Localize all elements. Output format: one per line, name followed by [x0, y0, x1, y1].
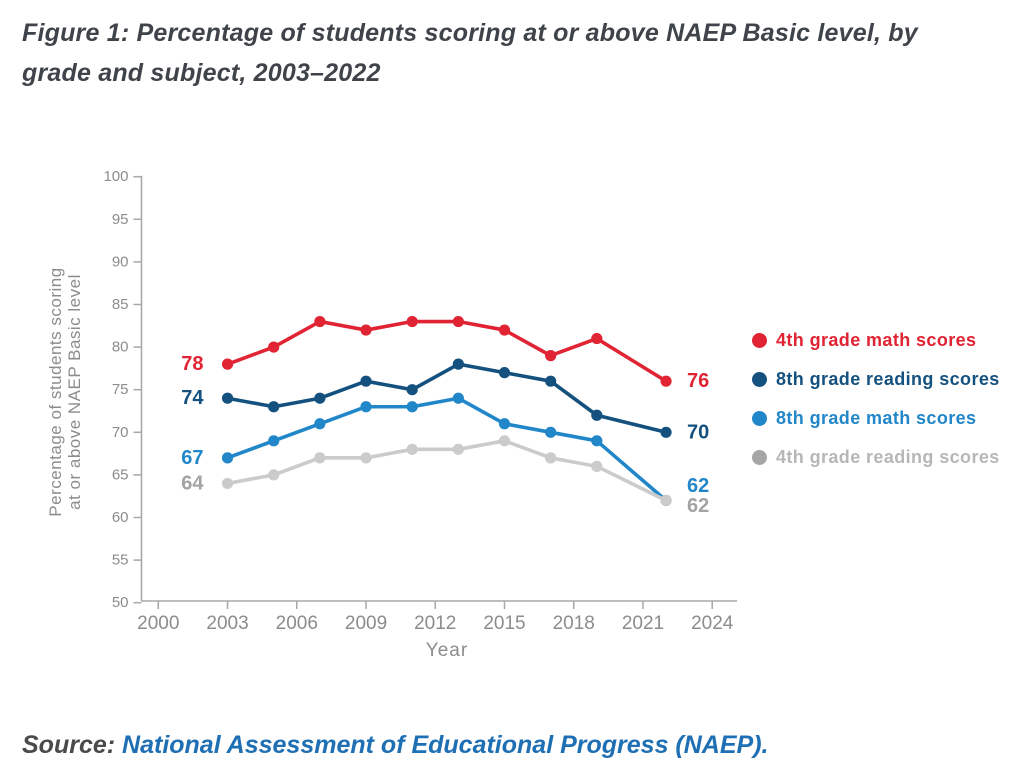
point-8th-grade-reading-scores-2019	[591, 409, 603, 421]
legend-label: 8th grade reading scores	[776, 368, 1000, 389]
end-value-8th-grade-reading-scores: 70	[687, 421, 709, 443]
point-4th-grade-math-scores-2013	[452, 315, 464, 328]
point-8th-grade-reading-scores-2003	[221, 392, 234, 404]
x-tick-label: 2003	[206, 613, 248, 634]
y-tick-label: 80	[112, 339, 129, 356]
point-8th-grade-reading-scores-2011	[406, 384, 418, 396]
y-tick-label: 85	[112, 296, 129, 313]
y-tick-label: 100	[103, 168, 128, 185]
point-4th-grade-reading-scores-2015	[498, 435, 511, 447]
x-tick-label: 2021	[622, 613, 664, 634]
source-label: Source:	[22, 731, 123, 759]
x-tick-label: 2015	[483, 613, 525, 634]
start-value-4th-grade-math-scores: 78	[181, 353, 203, 375]
x-axis-label: Year	[426, 640, 468, 661]
legend-label: 4th grade math scores	[776, 329, 977, 350]
legend-dot-8th-grade-reading	[752, 371, 767, 387]
end-value-8th-grade-math-scores: 62	[687, 475, 709, 497]
point-4th-grade-math-scores-2003	[221, 358, 234, 370]
point-4th-grade-math-scores-2007	[314, 315, 326, 328]
point-4th-grade-math-scores-2022	[660, 375, 672, 387]
source-link[interactable]: National Assessment of Educational Progr…	[122, 731, 769, 759]
point-8th-grade-math-scores-2015	[498, 418, 511, 430]
y-axis-label-line1: Percentage of students scoring	[46, 267, 65, 516]
y-tick-label: 90	[112, 253, 129, 270]
point-8th-grade-reading-scores-2022	[660, 426, 672, 438]
x-tick-label: 2012	[414, 613, 456, 634]
start-value-8th-grade-reading-scores: 74	[181, 387, 204, 409]
y-tick-label: 70	[112, 424, 129, 441]
x-tick-label: 2000	[137, 613, 179, 634]
point-4th-grade-math-scores-2015	[498, 324, 511, 336]
point-4th-grade-math-scores-2011	[406, 315, 418, 328]
legend-item-4th-grade-math: 4th grade math scores	[752, 327, 1000, 353]
start-value-8th-grade-math-scores: 67	[181, 447, 203, 469]
point-8th-grade-math-scores-2019	[591, 435, 603, 447]
legend-dot-4th-grade-reading	[752, 449, 767, 465]
point-8th-grade-math-scores-2017	[545, 426, 557, 438]
point-8th-grade-math-scores-2009	[360, 401, 372, 413]
x-tick-label: 2024	[691, 613, 734, 634]
y-tick-label: 95	[112, 211, 129, 228]
y-axis-label-line2: at or above NAEP Basic level	[65, 274, 84, 510]
point-8th-grade-reading-scores-2007	[314, 392, 326, 404]
point-8th-grade-math-scores-2005	[268, 435, 280, 447]
legend-dot-8th-grade-math	[752, 410, 767, 426]
point-4th-grade-reading-scores-2007	[314, 452, 326, 464]
y-tick-label: 55	[112, 552, 129, 569]
point-4th-grade-reading-scores-2005	[268, 469, 280, 481]
line-4th-grade-reading-scores	[225, 439, 668, 503]
legend-item-8th-grade-reading: 8th grade reading scores	[752, 366, 1000, 392]
point-4th-grade-math-scores-2005	[268, 341, 280, 353]
point-4th-grade-math-scores-2009	[360, 324, 372, 336]
point-4th-grade-reading-scores-2011	[406, 443, 418, 455]
end-value-4th-grade-math-scores: 76	[687, 370, 709, 392]
line-8th-grade-math-scores	[225, 396, 668, 503]
point-4th-grade-reading-scores-2022	[660, 494, 672, 507]
source-line: Source: National Assessment of Education…	[22, 731, 768, 760]
chart-legend: 4th grade math scores 8th grade reading …	[752, 327, 1000, 483]
x-tick-label: 2006	[276, 613, 318, 634]
x-tick-label: 2018	[553, 613, 595, 634]
legend-item-4th-grade-reading: 4th grade reading scores	[752, 444, 1000, 470]
point-8th-grade-reading-scores-2017	[545, 375, 557, 387]
point-4th-grade-reading-scores-2009	[360, 452, 372, 464]
x-tick-label: 2009	[345, 613, 387, 634]
point-4th-grade-reading-scores-2003	[221, 477, 234, 490]
line-4th-grade-math-scores	[225, 319, 668, 383]
point-8th-grade-math-scores-2011	[406, 401, 418, 413]
y-tick-label: 60	[112, 509, 129, 526]
legend-dot-4th-grade-math	[752, 332, 767, 348]
line-8th-grade-reading-scores	[225, 362, 668, 435]
point-8th-grade-reading-scores-2009	[360, 375, 372, 387]
point-8th-grade-reading-scores-2013	[452, 358, 464, 370]
point-4th-grade-reading-scores-2019	[591, 460, 603, 472]
point-4th-grade-math-scores-2017	[545, 350, 557, 362]
point-8th-grade-reading-scores-2005	[268, 401, 280, 413]
point-4th-grade-reading-scores-2013	[452, 443, 464, 455]
start-value-4th-grade-reading-scores: 64	[181, 472, 204, 494]
point-8th-grade-reading-scores-2015	[498, 367, 511, 379]
point-4th-grade-math-scores-2019	[591, 332, 603, 345]
y-tick-label: 75	[112, 381, 129, 398]
point-8th-grade-math-scores-2007	[314, 418, 326, 430]
legend-item-8th-grade-math: 8th grade math scores	[752, 405, 1000, 431]
y-tick-label: 65	[112, 466, 129, 483]
legend-label: 4th grade reading scores	[776, 446, 1000, 467]
y-tick-label: 50	[112, 594, 129, 611]
figure-title: Figure 1: Percentage of students scoring…	[22, 19, 918, 87]
point-4th-grade-reading-scores-2017	[545, 452, 557, 464]
point-8th-grade-math-scores-2013	[452, 392, 464, 404]
legend-label: 8th grade math scores	[776, 407, 977, 428]
end-value-4th-grade-reading-scores: 62	[687, 495, 709, 517]
point-8th-grade-math-scores-2003	[221, 452, 234, 464]
